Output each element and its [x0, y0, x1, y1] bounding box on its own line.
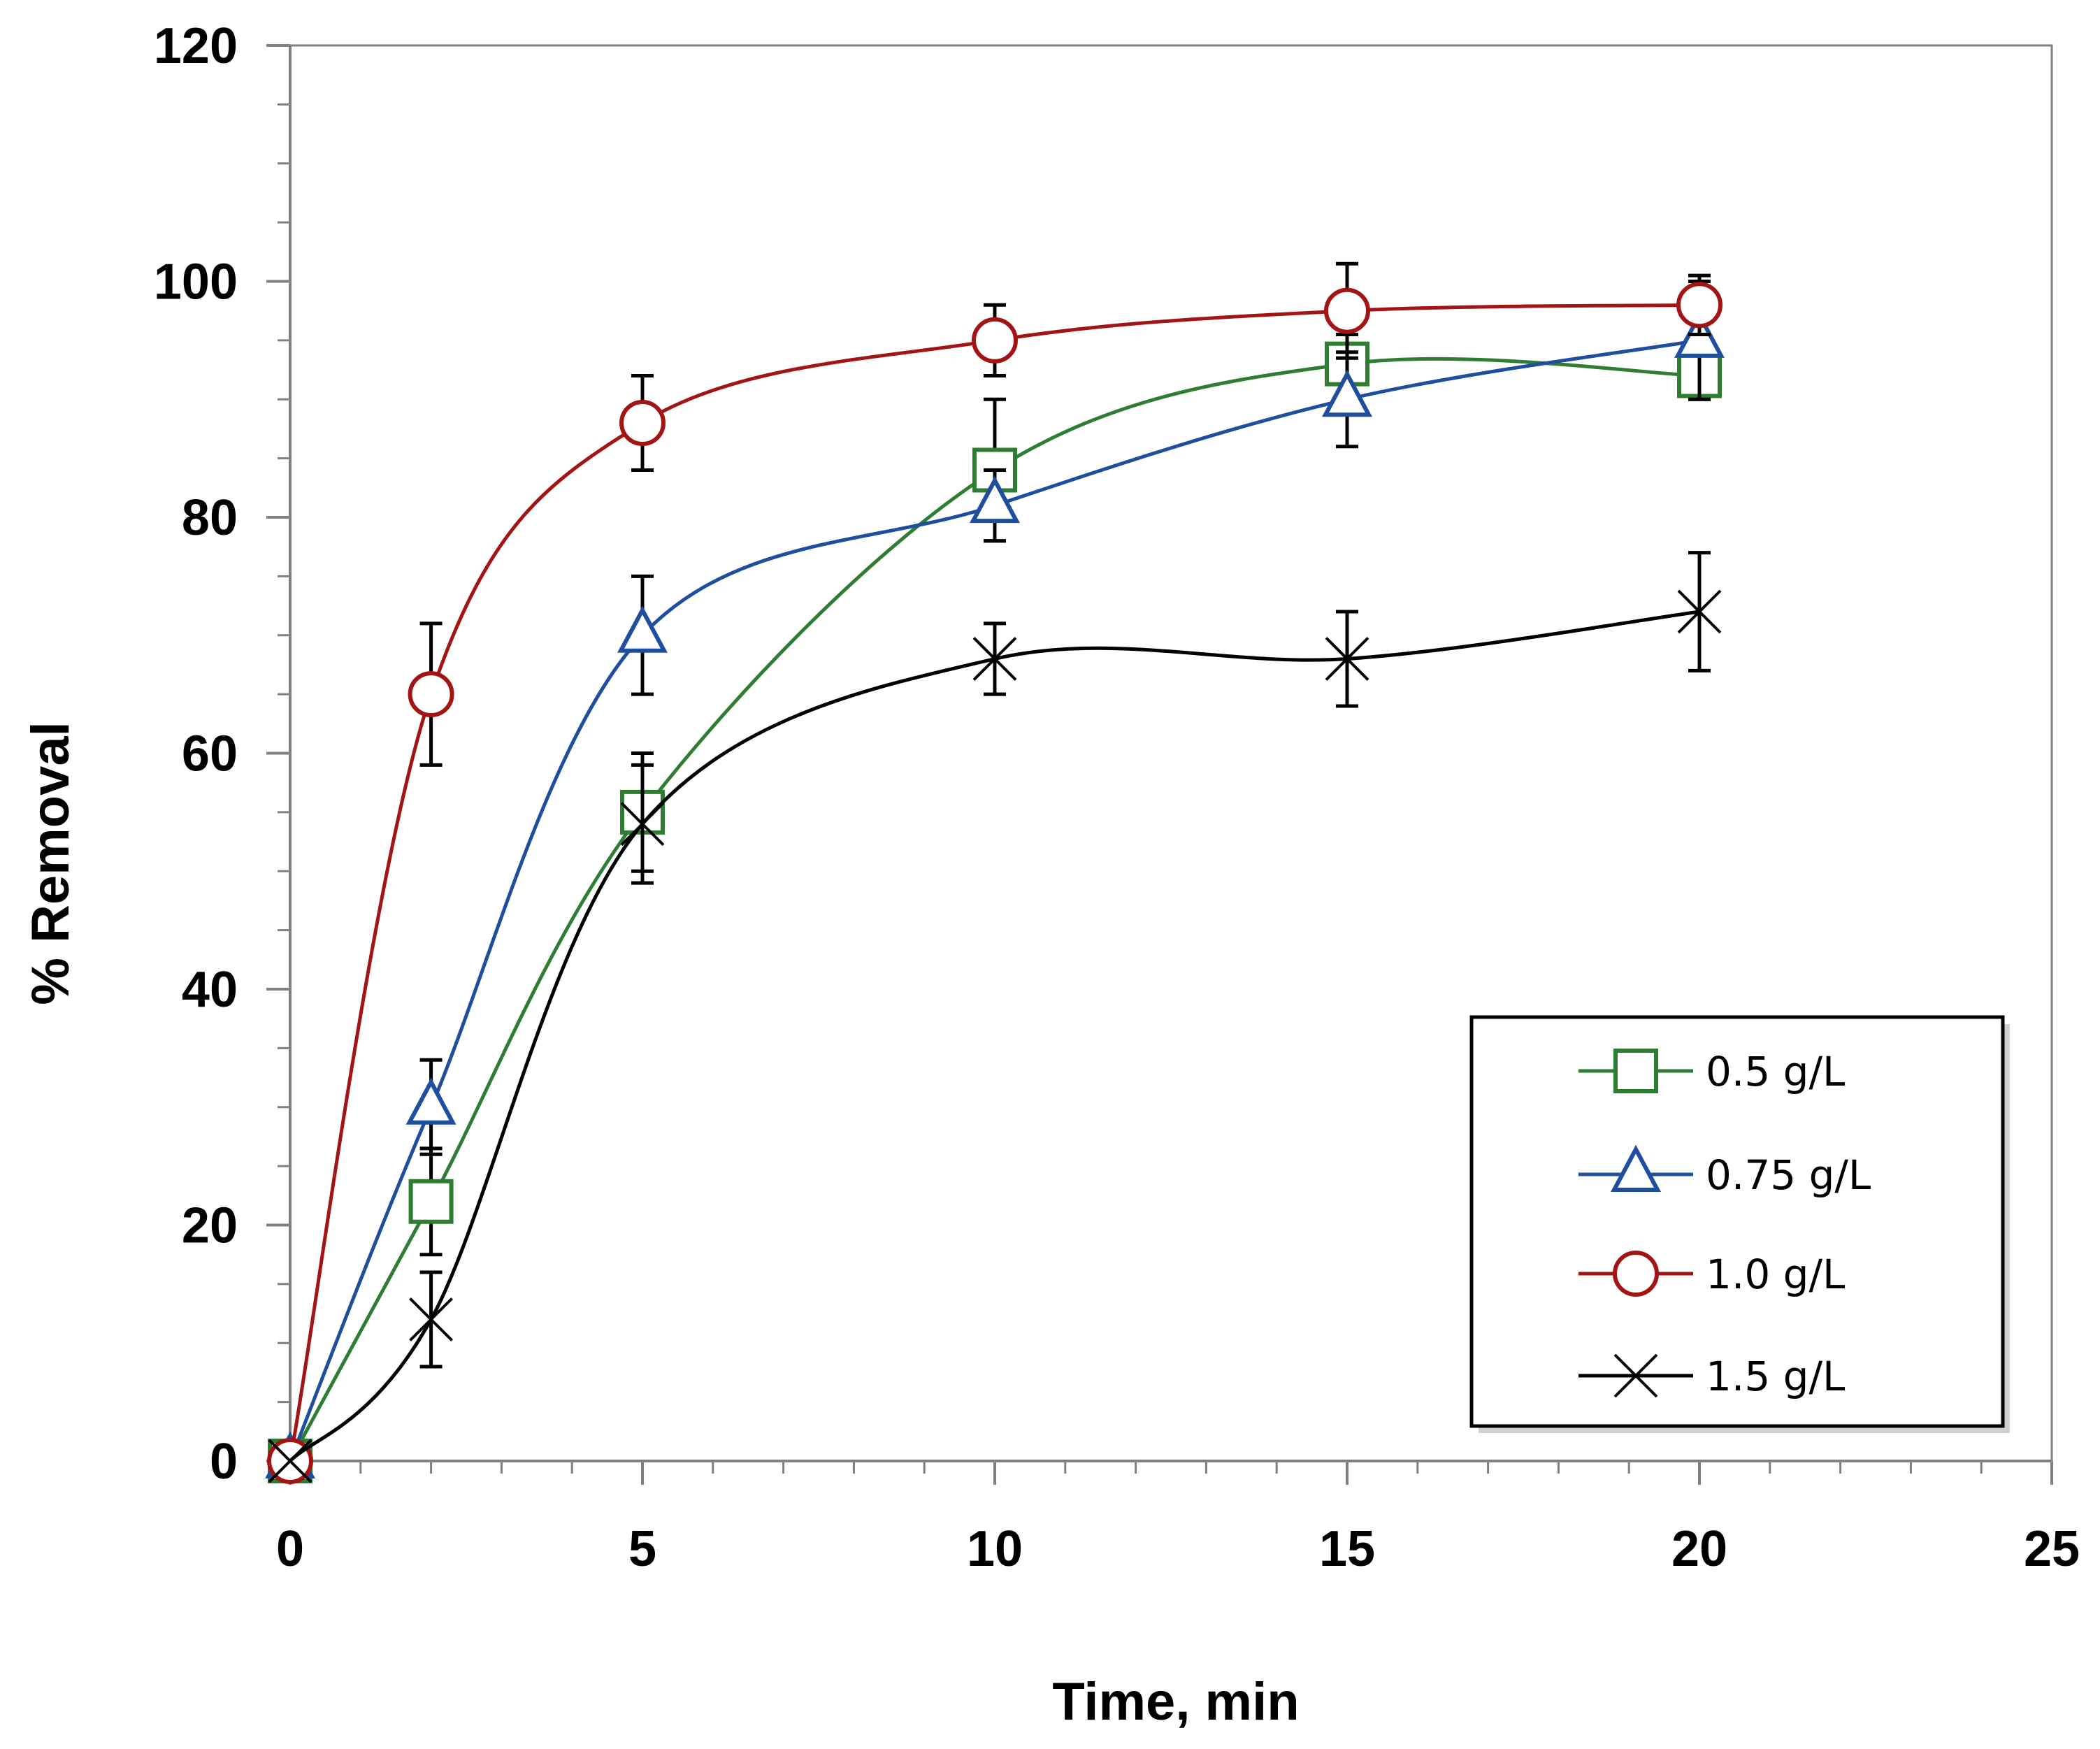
data-point-x [1677, 589, 1722, 634]
plot-area: 0 5 10 15 20 25 0 20 40 60 80 100 120 [154, 18, 2080, 1577]
data-point-x [1325, 637, 1369, 681]
legend-entry: 0.5 g/L [1578, 1048, 1845, 1095]
x-tick-label: 5 [628, 1521, 656, 1577]
legend-label: 0.5 g/L [1706, 1048, 1845, 1095]
y-axis-title: % Removal [21, 721, 80, 1005]
y-tick-label: 0 [210, 1434, 238, 1490]
data-point-x-stroke [268, 1439, 312, 1483]
data-point-circle [619, 400, 666, 446]
legend-entry: 0.75 g/L [1578, 1144, 1871, 1199]
y-tick-label: 120 [154, 18, 238, 74]
data-point-triangle [1321, 369, 1373, 417]
x-tick-label: 15 [1319, 1521, 1375, 1577]
data-point-x-stroke [409, 1297, 454, 1341]
y-tick-label: 20 [182, 1198, 238, 1254]
x-axis-title: Time, min [1052, 1672, 1299, 1732]
x-tick-label: 10 [967, 1521, 1023, 1577]
series-line [288, 338, 1700, 1462]
y-tick-label: 60 [182, 726, 238, 782]
x-tick-label: 25 [2024, 1521, 2080, 1577]
data-point-x [972, 637, 1017, 681]
legend: 0.5 g/L 0.75 g/L 1.0 g/L 1.5 g/L [1469, 1015, 2010, 1433]
data-point-x-stroke [972, 637, 1017, 681]
data-point-x [409, 1297, 454, 1341]
data-point-circle [972, 317, 1018, 364]
series-1-0-g-l [267, 261, 1723, 1484]
legend-entry: 1.5 g/L [1578, 1353, 1845, 1400]
legend-box [1469, 1015, 2005, 1428]
data-point-triangle [617, 605, 668, 653]
data-point-x [268, 1439, 312, 1483]
legend-marker-circle [1613, 1251, 1659, 1297]
legend-marker-x [1613, 1353, 1658, 1398]
y-tick-label: 80 [182, 490, 238, 546]
data-point-x [620, 802, 665, 847]
data-point-x-stroke [1325, 637, 1369, 681]
data-point-square [408, 1179, 454, 1224]
legend-label: 1.5 g/L [1706, 1353, 1845, 1400]
data-point-circle [1324, 287, 1370, 334]
legend-entry: 1.0 g/L [1578, 1251, 1845, 1298]
legend-label: 0.75 g/L [1706, 1151, 1871, 1199]
series-1-5-g-l [268, 551, 1722, 1483]
data-point-x-stroke [1677, 589, 1722, 634]
y-tick-label: 100 [154, 254, 238, 310]
data-point-triangle [405, 1077, 456, 1125]
legend-label: 1.0 g/L [1706, 1251, 1845, 1298]
data-point-x-stroke [620, 802, 665, 847]
data-point-circle [1676, 282, 1723, 329]
legend-marker-triangle [1610, 1144, 1662, 1193]
legend-marker-x-stroke [1613, 1353, 1658, 1398]
x-tick-label: 0 [276, 1521, 304, 1577]
y-tick-label: 40 [182, 962, 238, 1018]
x-tick-label: 20 [1671, 1521, 1727, 1577]
data-point-triangle [969, 475, 1021, 524]
data-point-circle [408, 671, 454, 718]
legend-marker-square [1613, 1049, 1658, 1093]
